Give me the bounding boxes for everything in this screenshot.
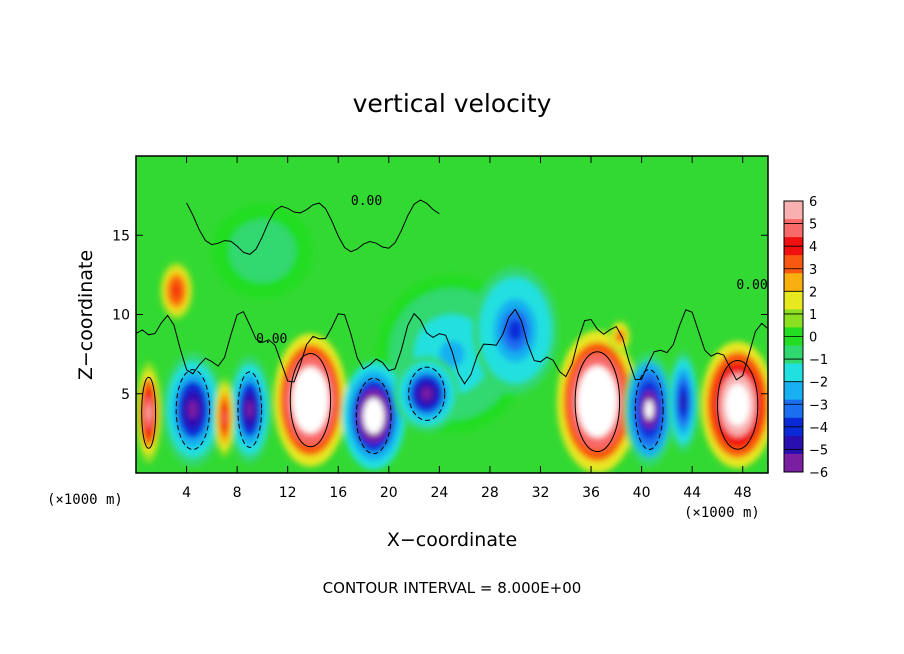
contour-label: 0.00 [256,332,287,347]
field-feature [273,333,348,467]
colorbar-swatch [784,399,803,419]
contour-label: 0.00 [736,278,767,293]
contour [141,376,157,449]
contour [717,359,759,450]
field-level [731,394,744,416]
field-level [508,319,523,341]
field-level [222,410,227,425]
contour-interval-text: CONTOUR INTERVAL = 8.000E+00 [323,579,582,597]
field-level [187,400,198,420]
field-level [421,387,433,401]
colorbar: 6 5 4 3 2 1 0 −1 −2 −3 −4 −5 −6 [783,195,828,481]
field-feature [228,355,272,464]
field-level [304,388,317,412]
field-feature [342,362,406,470]
colorbar-swatch [784,201,803,220]
field-feature [160,262,193,320]
colorbar-swatch [784,381,803,401]
field-level [644,400,654,420]
x-tick-label: 24 [430,485,448,501]
x-unit-left: (×1000 m) [47,492,123,508]
x-tick-label: 28 [481,485,499,501]
field-level [173,285,180,296]
y-tick-label: 10 [112,308,130,324]
field-level [590,389,605,414]
colorbar-tick-label: 3 [809,263,817,278]
field-feature [668,350,699,453]
field-level [253,243,271,260]
upper-contour [186,199,440,255]
colorbar-tick-label: 4 [809,240,817,255]
colorbar-swatch [784,219,803,238]
colorbar-tick-label: 5 [809,218,817,233]
chart-title: vertical velocity [353,89,552,118]
y-axis-label: Z−coordinate [75,250,97,380]
x-tick-label: 20 [380,485,398,501]
x-axis-label: X−coordinate [387,529,517,551]
contour [634,369,664,451]
colorbar-tick-label: −1 [809,353,828,368]
field-feature [472,266,559,394]
colorbar-tick-label: 1 [809,308,817,323]
contour-label: 0.00 [351,194,382,209]
colorbar-swatch [784,291,803,310]
x-tick-label: 32 [532,485,550,501]
x-tick-label: 8 [233,485,242,501]
contour-lines: 0.00 0.00 0.00 [136,194,768,455]
colorbar-swatch [784,453,803,473]
colorbar-tick-label: 0 [809,331,817,346]
contour [237,371,263,448]
field-feature [393,355,460,432]
x-tick-label: 4 [182,485,191,501]
colorbar-tick-label: −4 [809,421,828,436]
x-tick-label: 44 [683,485,701,501]
field-feature [162,352,224,467]
colorbar-tick-label: −2 [809,376,828,391]
x-tick-label: 40 [633,485,651,501]
colorbar-tick-label: −6 [809,466,828,481]
colorbar-tick-label: −5 [809,443,828,458]
y-axis: 5 10 15 [112,228,768,403]
field-level [246,400,254,419]
field-feature [214,377,235,458]
contour [289,352,332,448]
colorbar-tick-label: 6 [809,195,817,210]
colorbar-tick-label: 2 [809,285,817,300]
colorbar-tick-label: −3 [809,398,828,413]
y-tick-label: 15 [112,228,130,244]
contour [355,377,392,455]
plot-area: 0.000.000.00 4 8 12 16 20 24 28 32 36 40 44 48 5101… [112,155,769,501]
zero-contour [136,308,768,385]
field-level [439,340,465,368]
field-level [680,393,686,411]
colorbar-swatch [784,363,803,382]
y-tick-label: 5 [121,387,130,403]
field-level [146,404,151,422]
field-feature [623,352,675,467]
colorbar-swatch [784,309,803,328]
field-level [368,406,379,425]
colorbar-swatch [784,273,803,292]
colorbar-swatch [784,345,803,364]
field-feature [610,320,631,353]
contour [175,369,211,451]
x-tick-label: 48 [734,485,752,501]
colorbar-swatch [784,435,803,455]
x-tick-label: 16 [329,485,347,501]
colorbar-swatch [784,255,803,274]
contour [574,351,621,453]
x-axis: 4 8 12 16 20 24 28 32 36 40 44 48 [182,156,752,501]
contour [408,366,446,421]
field-feature [556,330,638,473]
x-tick-label: 36 [582,485,600,501]
x-unit-right: (×1000 m) [684,505,760,521]
x-tick-label: 12 [279,485,297,501]
field-feature [211,203,313,299]
